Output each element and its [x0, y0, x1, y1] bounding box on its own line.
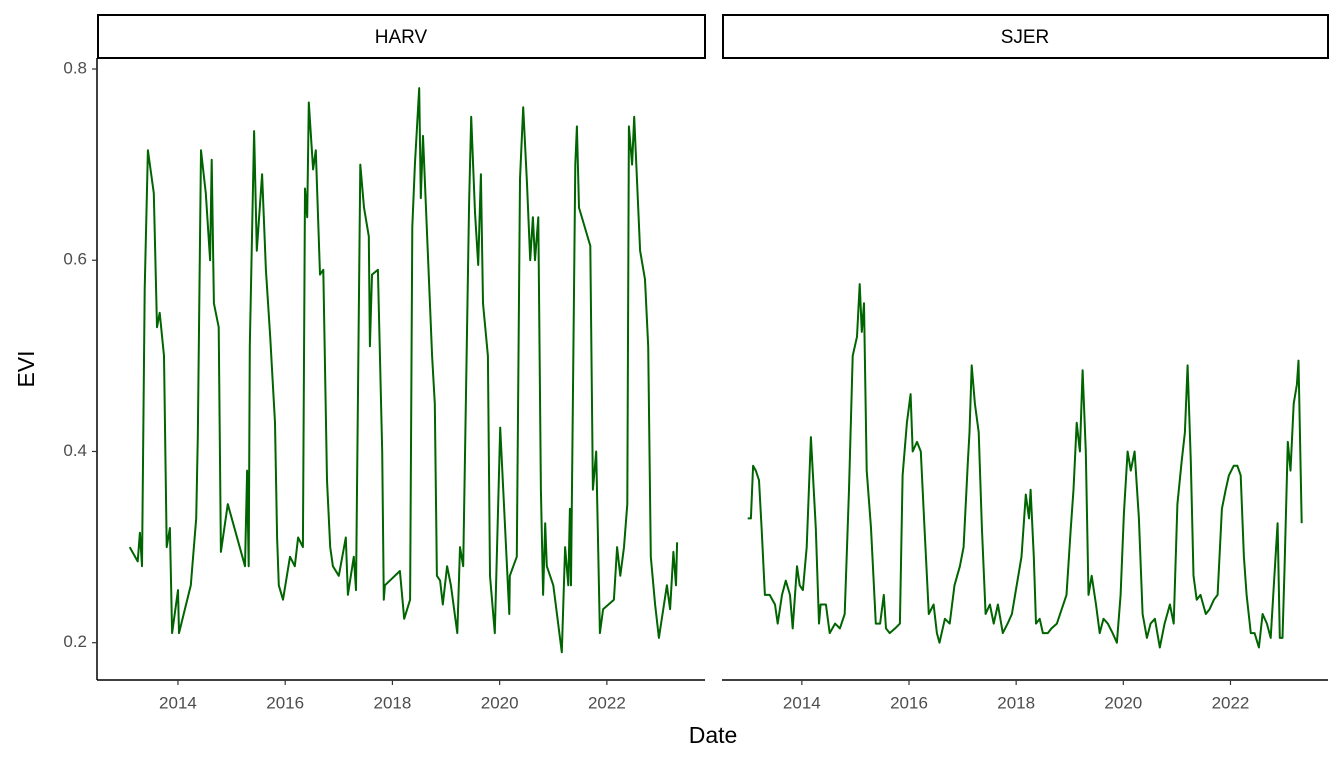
y-tick-label: 0.8 — [63, 58, 87, 77]
strip — [722, 14, 1329, 59]
x-tick-label: 2016 — [266, 693, 304, 712]
y-tick-label: 0.2 — [63, 632, 87, 651]
x-tick-label: 2020 — [1104, 693, 1142, 712]
x-tick-label: 2022 — [1212, 693, 1250, 712]
strip — [97, 14, 706, 59]
x-tick-label: 2018 — [374, 693, 412, 712]
x-tick-label: 2022 — [588, 693, 626, 712]
strip-label: HARV — [375, 27, 428, 48]
x-axis-title: Date — [689, 722, 738, 748]
x-tick-label: 2014 — [159, 693, 197, 712]
evi-line — [747, 283, 1303, 649]
x-tick-label: 2014 — [783, 693, 821, 712]
y-tick-label: 0.4 — [63, 441, 87, 460]
strip-label: SJER — [1001, 27, 1050, 48]
x-tick-label: 2020 — [481, 693, 519, 712]
evi-line — [128, 87, 679, 654]
x-tick-label: 2018 — [997, 693, 1035, 712]
x-tick-label: 2016 — [890, 693, 928, 712]
y-axis-title: EVI — [13, 350, 39, 387]
y-tick-label: 0.6 — [63, 250, 87, 269]
